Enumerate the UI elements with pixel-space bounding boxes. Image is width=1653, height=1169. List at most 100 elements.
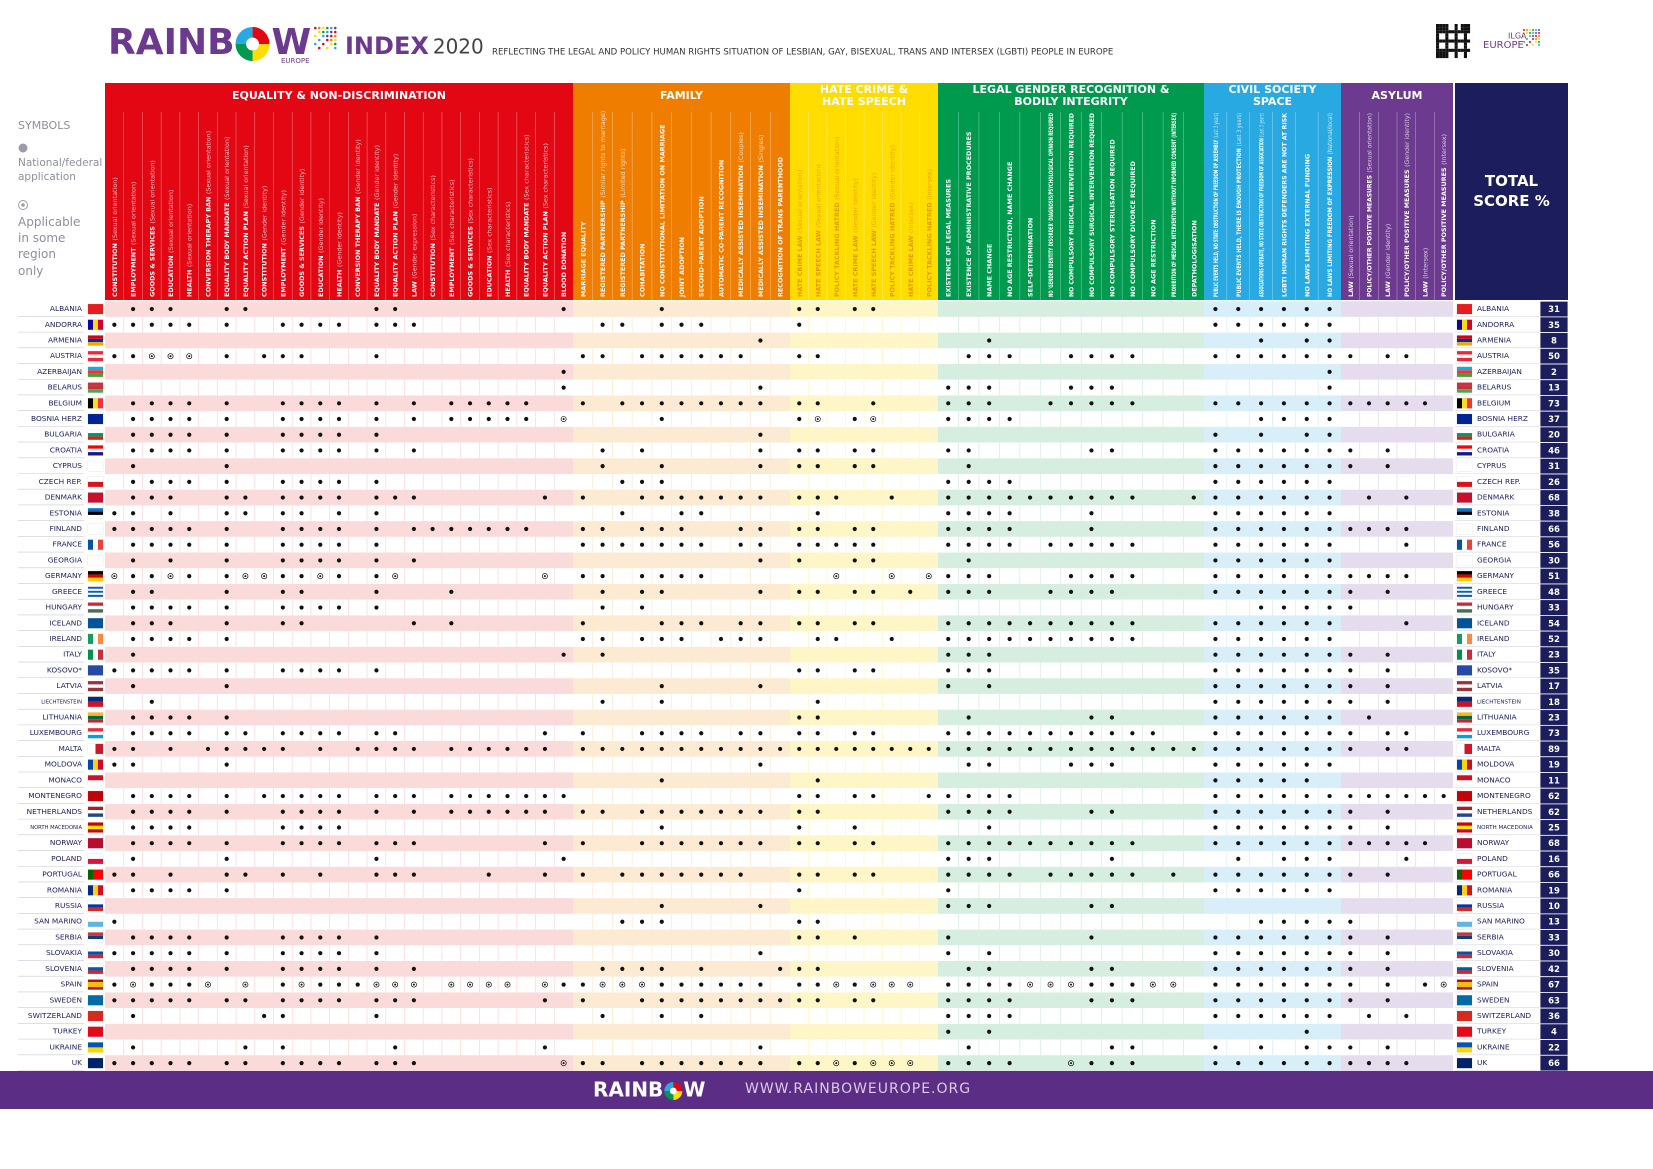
dot-full [336,432,342,437]
dot-full [1281,416,1287,422]
dot-full [1304,668,1309,673]
column-label-note: (Gender identity) [354,139,362,194]
column-label: EMPLOYMENT(Sex characteristics) [448,179,456,297]
dot-full [1327,856,1332,862]
row-band [573,411,790,427]
row-band [105,615,573,632]
dot-full [1385,699,1390,704]
dot-full [1089,511,1094,516]
column-label: MEDICALLY ASSISTED INSEMINATION(Singles) [757,135,765,297]
qr-cell [1439,39,1443,43]
dot-full [987,872,992,877]
dot-full [1007,1013,1012,1019]
column-label: HEALTH(Gender identity) [336,212,344,297]
dot-full [699,841,704,846]
dot-full [1304,919,1309,924]
logo-hole [246,37,260,51]
dot-full [149,715,154,720]
dot-full [1281,668,1287,673]
dot-partial-core [641,983,644,986]
qr-cell [1460,48,1464,52]
dot-full [168,526,173,532]
dot-full [1007,354,1012,359]
dot-full [486,401,491,406]
dot-full [1109,856,1115,862]
dot-full [738,636,743,642]
column-label-main: EMPLOYMENT [130,247,138,297]
dot-full [374,1013,379,1019]
dot-full [1236,448,1241,453]
dot-full [299,825,304,830]
column-label-main: MEDICALLY ASSISTED INSEMINATION [757,165,765,297]
dot-full [1130,998,1135,1003]
dot-full [1109,982,1115,987]
dot-partial [1149,981,1156,988]
dot-full [224,558,229,563]
qr-cell [1454,30,1458,34]
dot-partial-core [375,983,378,986]
dot-full [1068,354,1074,359]
dot-full [1281,809,1287,814]
column-label-main: POLICY/OTHER POSITIVE MEASURES [1403,169,1411,297]
dot-full [1348,683,1353,689]
dot-full [679,746,684,752]
dot-full [374,401,379,406]
dot-full [966,731,971,736]
dot-partial [373,981,380,988]
dot-full [679,982,684,987]
dot-full [374,495,379,500]
row-band [938,411,1204,427]
dot-full [659,966,664,971]
row-band [105,1008,573,1024]
dot-full [187,998,192,1003]
dot-full [987,338,992,343]
dot-full [149,731,154,736]
row-band [573,756,790,773]
dot-full [224,621,229,626]
row-band [1341,552,1453,569]
dot-full [168,793,173,799]
dot-full [224,683,229,689]
dot-full [280,809,285,814]
dot-full [411,495,416,500]
dot-full [1027,495,1033,500]
dot-full [411,1061,416,1066]
dot-full [1304,856,1309,862]
dot-full [224,432,229,437]
dot-full [1327,385,1332,390]
dot-full [1109,809,1115,814]
row-band [1341,678,1453,694]
dot-full [1304,354,1309,359]
dot-full [280,746,285,752]
dot-full [639,354,645,359]
dot-full [679,526,684,532]
qr-cell [1454,55,1458,59]
dot-full [738,998,743,1003]
dot-full [336,998,342,1003]
dot-full [815,589,820,594]
dot-full [679,872,684,877]
dot-full [815,699,820,704]
dot-full [374,793,379,799]
dot-full [966,746,971,752]
dot-full [1304,636,1309,642]
dot-full [168,636,173,642]
column-label-note: (Last 3 years) [1235,113,1243,146]
qr-cell [1436,24,1440,28]
dot-full [797,715,802,720]
dot-full [1089,998,1094,1003]
dot-full [908,589,913,594]
dot-full [718,998,724,1003]
dot-full [1258,322,1264,327]
dot-full [699,982,704,987]
dot-full [187,448,192,453]
row-band [573,458,790,475]
column-label-main: POLICY/OTHER POSITIVE MEASURES [1366,175,1374,297]
column-label: EDUCATION(Sexual orientation) [167,190,175,297]
dot-full [1327,338,1332,343]
dot-full [224,448,229,453]
dot-full [224,479,229,484]
dot-full [149,841,154,846]
dot-full [1327,966,1332,971]
dot-full [1281,464,1287,469]
